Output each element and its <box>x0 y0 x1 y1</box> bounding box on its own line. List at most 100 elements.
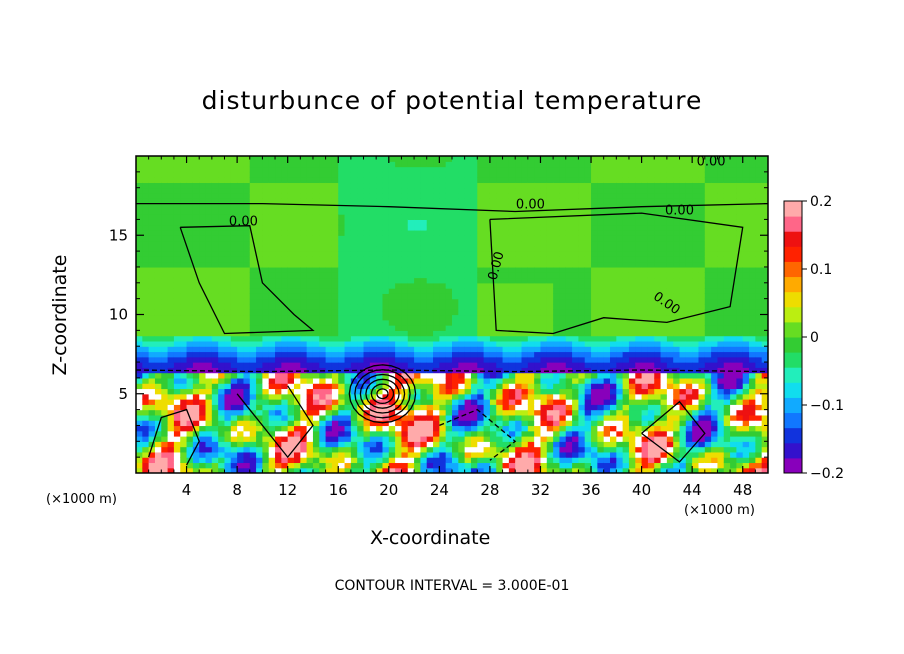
heatmap-cell <box>205 261 213 268</box>
heatmap-cell <box>546 298 554 305</box>
heatmap-cell <box>319 251 327 257</box>
heatmap-cell <box>483 251 491 257</box>
heatmap-cell <box>464 404 472 411</box>
heatmap-cell <box>218 340 226 347</box>
heatmap-cell <box>591 346 598 353</box>
heatmap-cell <box>565 436 573 442</box>
heatmap-cell <box>502 330 510 337</box>
heatmap-cell <box>376 261 384 268</box>
heatmap-cell <box>433 224 440 231</box>
heatmap-cell <box>610 192 617 199</box>
heatmap-cell <box>325 309 333 316</box>
heatmap-cell <box>546 161 554 168</box>
heatmap-cell <box>584 203 592 210</box>
heatmap-cell <box>312 351 320 358</box>
heatmap-cell <box>256 203 263 210</box>
heatmap-cell <box>401 282 409 289</box>
heatmap-cell <box>420 457 428 464</box>
heatmap-cell <box>350 277 358 284</box>
heatmap-cell <box>199 293 207 300</box>
heatmap-cell <box>338 393 346 400</box>
heatmap-cell <box>433 272 440 279</box>
heatmap-cell <box>205 457 213 464</box>
heatmap-cell <box>483 240 491 247</box>
heatmap-cell <box>180 251 188 257</box>
heatmap-cell <box>483 441 491 448</box>
heatmap-cell <box>192 420 200 427</box>
heatmap-cell <box>262 367 270 374</box>
heatmap-cell <box>597 298 605 305</box>
heatmap-cell <box>591 187 598 194</box>
heatmap-cell <box>224 256 232 263</box>
heatmap-cell <box>224 303 232 310</box>
heatmap-cell <box>173 404 181 411</box>
heatmap-cell <box>376 229 384 236</box>
heatmap-cell <box>186 303 194 310</box>
heatmap-cell <box>496 399 504 405</box>
heatmap-cell <box>515 229 523 236</box>
heatmap-cell <box>464 187 472 194</box>
heatmap-cell <box>458 272 466 279</box>
heatmap-cell <box>420 325 428 331</box>
heatmap-cell <box>230 467 238 473</box>
heatmap-cell <box>452 457 459 464</box>
heatmap-cell <box>445 446 453 453</box>
heatmap-cell <box>230 325 238 331</box>
heatmap-cell <box>470 372 478 379</box>
heatmap-cell <box>635 409 643 416</box>
heatmap-cell <box>382 319 390 326</box>
heatmap-cell <box>369 436 377 442</box>
heatmap-cell <box>414 319 421 326</box>
heatmap-cell <box>218 362 226 368</box>
heatmap-cell <box>439 430 447 437</box>
heatmap-cell <box>376 171 384 178</box>
heatmap-cell <box>294 457 301 464</box>
heatmap-cell <box>357 156 365 162</box>
heatmap-cell <box>382 166 390 173</box>
heatmap-cell <box>559 399 567 405</box>
heatmap-cell <box>483 325 491 331</box>
heatmap-cell <box>350 399 358 405</box>
heatmap-cell <box>338 245 346 252</box>
heatmap-cell <box>167 219 175 226</box>
heatmap-cell <box>287 425 295 432</box>
heatmap-cell <box>591 240 598 247</box>
heatmap-cell <box>603 309 611 316</box>
heatmap-cell <box>496 266 504 273</box>
heatmap-cell <box>319 399 327 405</box>
heatmap-cell <box>546 457 554 464</box>
heatmap-cell <box>610 245 617 252</box>
heatmap-cell <box>407 430 415 437</box>
heatmap-cell <box>572 325 579 331</box>
heatmap-cell <box>224 229 232 236</box>
heatmap-cell <box>363 177 371 184</box>
heatmap-cell <box>218 372 226 379</box>
heatmap-cell <box>452 219 459 226</box>
heatmap-cell <box>268 330 276 337</box>
heatmap-cell <box>357 261 365 268</box>
heatmap-cell <box>344 171 352 178</box>
heatmap-cell <box>148 409 156 416</box>
heatmap-cell <box>294 293 301 300</box>
heatmap-cell <box>186 208 194 215</box>
heatmap-cell <box>275 198 282 205</box>
heatmap-cell <box>136 288 143 294</box>
heatmap-cell <box>496 425 504 432</box>
heatmap-cell <box>161 335 169 342</box>
heatmap-cell <box>249 309 257 316</box>
heatmap-cell <box>515 335 523 342</box>
heatmap-cell <box>287 266 295 273</box>
heatmap-cell <box>287 457 295 464</box>
heatmap-cell <box>287 288 295 294</box>
heatmap-cell <box>306 214 314 220</box>
heatmap-cell <box>199 171 207 178</box>
heatmap-cell <box>344 356 352 363</box>
heatmap-cell <box>186 451 194 458</box>
heatmap-cell <box>439 393 447 400</box>
heatmap-cell <box>173 377 181 384</box>
heatmap-cell <box>414 288 421 294</box>
heatmap-cell <box>205 377 213 384</box>
heatmap-cell <box>496 182 504 189</box>
heatmap-cell <box>312 214 320 220</box>
heatmap-cell <box>167 166 175 173</box>
